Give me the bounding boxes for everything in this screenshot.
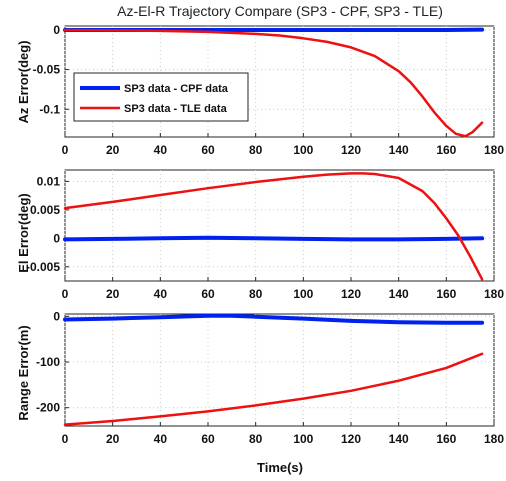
el-y-tick-label: 0.01 (37, 174, 61, 188)
az-x-tick-label: 160 (436, 143, 456, 157)
range-x-tick-label: 120 (341, 432, 361, 446)
el-x-tick-label: 80 (249, 287, 263, 301)
legend: SP3 data - CPF data SP3 data - TLE data (73, 72, 249, 122)
range-x-tick-label: 60 (201, 432, 215, 446)
el-x-tick-label: 0 (62, 287, 69, 301)
el-y-tick-label: 0 (53, 231, 60, 245)
el-x-tick-label: 120 (341, 287, 361, 301)
el-x-tick-label: 60 (201, 287, 215, 301)
el-x-tick-label: 100 (293, 287, 313, 301)
range-x-tick-label: 0 (62, 432, 69, 446)
az-y-tick-label: -0.1 (39, 102, 60, 116)
az-y-tick-label: -0.05 (33, 63, 61, 77)
el-series-tle-line (63, 172, 484, 281)
az-y-tick-label: 0 (53, 23, 60, 37)
az-x-tick-label: 0 (62, 143, 69, 157)
el-y-tick-label: 0.005 (30, 203, 60, 217)
az-series-tle-line (63, 28, 484, 138)
az-x-tick-label: 20 (106, 143, 120, 157)
el-x-tick-label: 40 (154, 287, 168, 301)
az-x-tick-label: 60 (201, 143, 215, 157)
az-x-tick-label: 80 (249, 143, 263, 157)
el-series-cpf-line (63, 235, 485, 242)
el-y-axis-label: El Error(deg) (16, 193, 31, 272)
range-x-tick-label: 80 (249, 432, 263, 446)
el-y-tick-label: -0.005 (26, 260, 60, 274)
el-x-tick-label: 160 (436, 287, 456, 301)
range-y-tick-label: 0 (53, 309, 60, 323)
range-y-tick-label: -100 (36, 355, 60, 369)
az-x-tick-label: 120 (341, 143, 361, 157)
x-axis-label: Time(s) (257, 460, 303, 475)
range-y-tick-label: -200 (36, 401, 60, 415)
el-x-tick-label: 180 (484, 287, 504, 301)
az-x-tick-label: 100 (293, 143, 313, 157)
range-x-tick-label: 140 (389, 432, 409, 446)
legend-label-tle: SP3 data - TLE data (124, 103, 228, 115)
el-x-tick-label: 140 (389, 287, 409, 301)
chart-title: Az-El-R Trajectory Compare (SP3 - CPF, S… (117, 3, 443, 19)
az-x-tick-label: 40 (154, 143, 168, 157)
el-plot-area (64, 169, 495, 282)
range-y-axis-label: Range Error(m) (16, 325, 31, 420)
az-x-tick-label: 140 (389, 143, 409, 157)
az-x-tick-label: 180 (484, 143, 504, 157)
range-x-tick-label: 20 (106, 432, 120, 446)
range-x-tick-label: 180 (484, 432, 504, 446)
el-x-tick-label: 20 (106, 287, 120, 301)
legend-box (73, 72, 249, 122)
legend-label-cpf: SP3 data - CPF data (124, 83, 229, 95)
range-plot-area (64, 313, 495, 427)
range-x-tick-label: 100 (293, 432, 313, 446)
range-series-tle-line (63, 352, 484, 426)
range-error-panel: 0 20 40 60 80 100 120 140 160 180 0 -100 -200 (36, 309, 504, 446)
range-series-cpf-line (63, 313, 485, 325)
az-y-axis-label: Az Error(deg) (16, 40, 31, 123)
range-x-tick-label: 40 (154, 432, 168, 446)
range-x-tick-label: 160 (436, 432, 456, 446)
